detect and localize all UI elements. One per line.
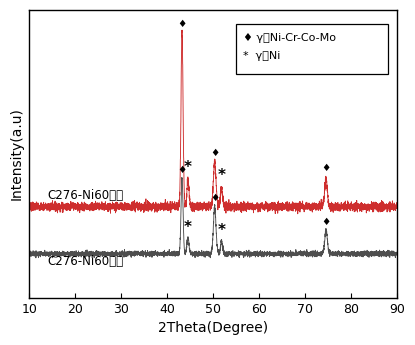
Text: ♦: ♦ [177,19,187,29]
Text: C276-Ni60粉末: C276-Ni60粉末 [48,255,124,268]
Text: C276-Ni60涂层: C276-Ni60涂层 [48,189,124,202]
Text: *: * [184,220,192,235]
Text: *: * [217,168,226,183]
Text: *: * [217,223,226,238]
Text: *: * [184,160,192,175]
Text: ♦: ♦ [210,148,219,158]
Text: ♦: ♦ [321,217,331,227]
Y-axis label: Intensity(a.u): Intensity(a.u) [10,107,24,200]
Text: ♦: ♦ [177,165,187,175]
X-axis label: 2Theta(Degree): 2Theta(Degree) [158,321,269,335]
Text: ♦: ♦ [210,194,219,204]
FancyBboxPatch shape [236,24,388,74]
Text: *  γ相Ni: * γ相Ni [243,51,281,61]
Text: ♦: ♦ [321,164,331,174]
Text: ♦ γ相Ni-Cr-Co-Mo: ♦ γ相Ni-Cr-Co-Mo [243,33,336,43]
